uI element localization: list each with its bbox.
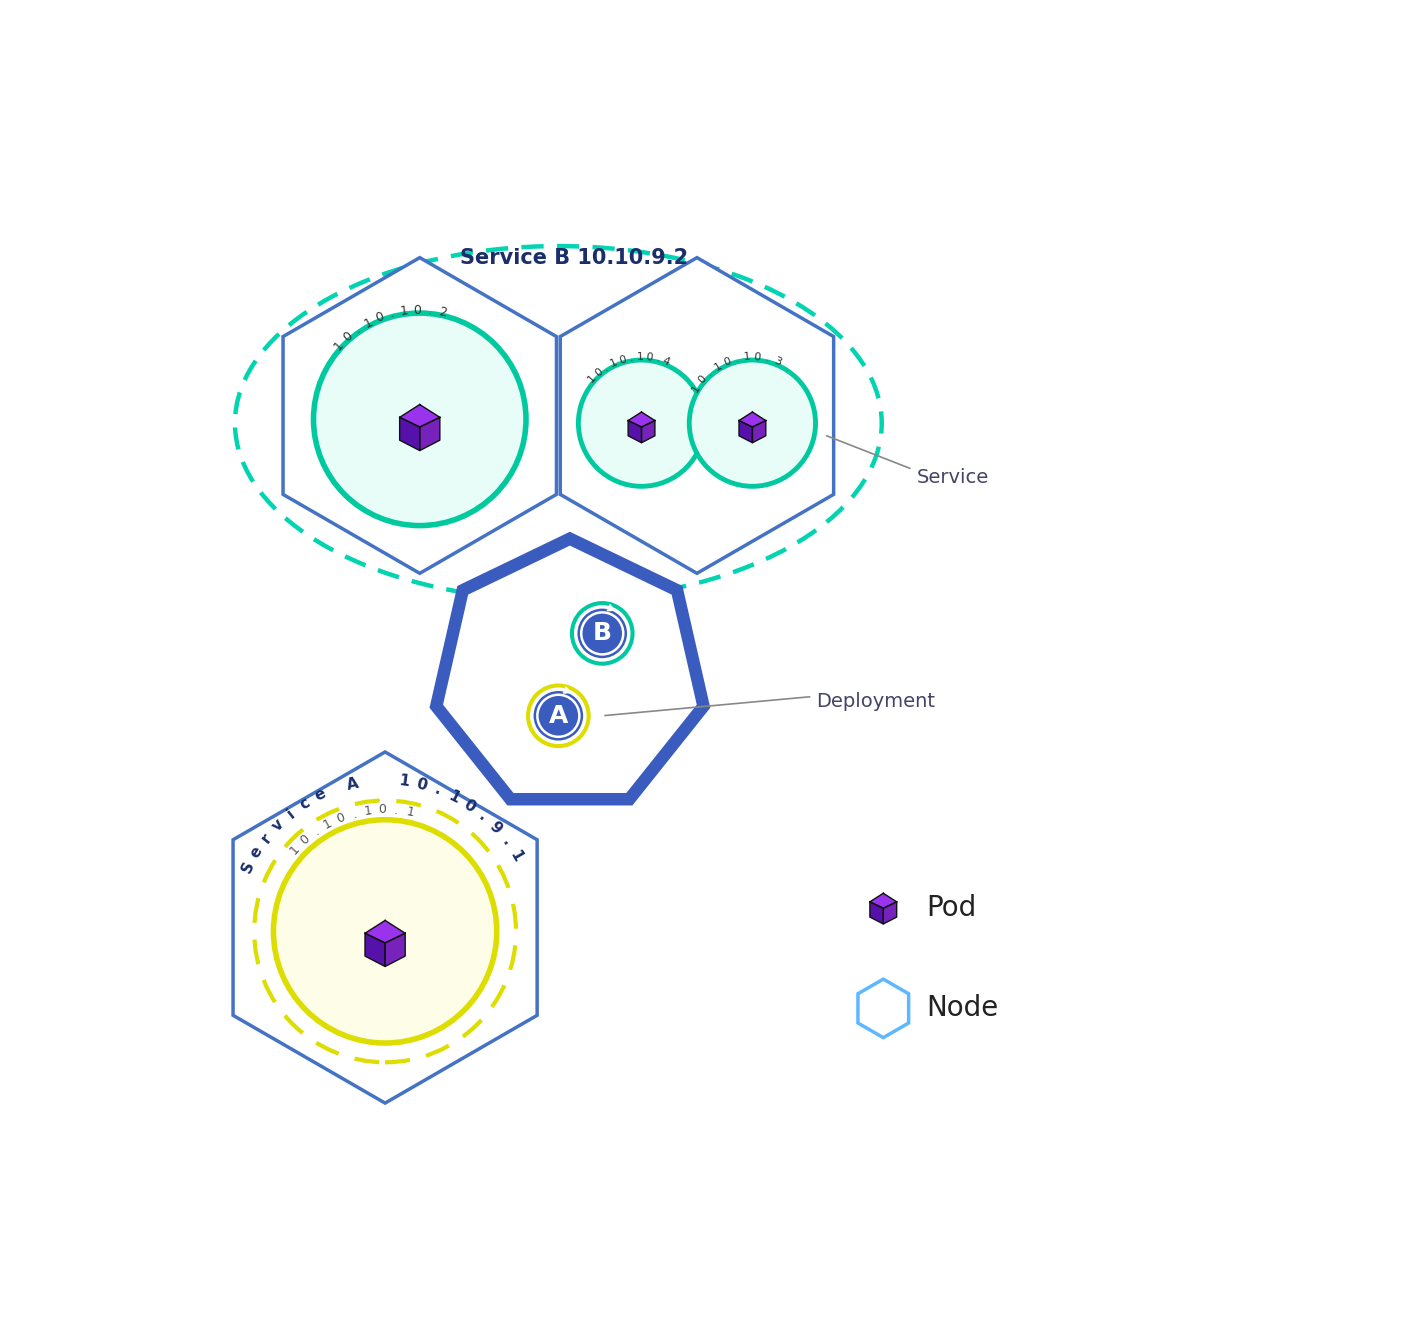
Text: 0: 0 (297, 832, 312, 847)
Text: .: . (393, 803, 399, 817)
Text: .: . (655, 354, 660, 364)
Text: B: B (592, 622, 612, 646)
Text: 0: 0 (415, 777, 429, 794)
Text: 4: 4 (662, 356, 672, 368)
Circle shape (314, 313, 525, 526)
Text: 1: 1 (321, 817, 335, 831)
Text: e: e (312, 786, 328, 805)
Text: 3: 3 (772, 356, 782, 368)
Text: 1: 1 (609, 357, 619, 369)
Polygon shape (561, 257, 834, 573)
Text: 0: 0 (460, 797, 477, 815)
Text: 1: 1 (287, 843, 302, 858)
Polygon shape (642, 421, 655, 442)
Circle shape (532, 689, 585, 742)
Polygon shape (399, 405, 440, 428)
Text: i: i (284, 806, 297, 821)
Text: 1: 1 (331, 338, 346, 353)
Text: A: A (548, 703, 568, 727)
Polygon shape (628, 421, 642, 442)
Text: .: . (389, 306, 396, 321)
Text: 1: 1 (743, 352, 751, 362)
Text: 0: 0 (645, 352, 653, 362)
Polygon shape (628, 412, 655, 428)
Text: .: . (498, 835, 514, 848)
Text: v: v (268, 817, 287, 834)
Text: Pod: Pod (926, 894, 977, 922)
Text: .: . (433, 782, 443, 798)
Text: .: . (602, 362, 611, 373)
Text: 0: 0 (341, 330, 355, 345)
Text: .: . (629, 353, 633, 364)
Text: Service: Service (916, 468, 988, 486)
Text: 0: 0 (618, 354, 628, 365)
Text: 1: 1 (586, 373, 598, 385)
Circle shape (569, 601, 635, 666)
Text: 1: 1 (405, 806, 416, 819)
Polygon shape (870, 894, 896, 908)
Text: 1: 1 (636, 352, 643, 362)
Polygon shape (870, 902, 883, 924)
Text: .: . (352, 322, 364, 336)
Text: .: . (704, 368, 714, 377)
Text: 0: 0 (721, 356, 733, 368)
Text: 0: 0 (335, 811, 346, 826)
Text: S: S (239, 859, 257, 875)
Text: 0: 0 (413, 304, 422, 317)
Text: 1: 1 (690, 382, 703, 394)
Polygon shape (385, 934, 405, 967)
Text: 1: 1 (398, 774, 410, 790)
Text: 0: 0 (373, 310, 386, 325)
Text: e: e (247, 844, 266, 860)
Polygon shape (283, 257, 557, 573)
Text: 1: 1 (399, 304, 409, 318)
Text: .: . (734, 353, 740, 364)
Polygon shape (399, 417, 420, 450)
Polygon shape (420, 417, 440, 450)
Polygon shape (233, 753, 537, 1103)
Circle shape (575, 607, 629, 659)
Text: 1: 1 (362, 316, 375, 330)
Text: Node: Node (926, 995, 998, 1023)
Text: .: . (427, 304, 433, 317)
Text: 0: 0 (592, 366, 605, 378)
Text: Deployment: Deployment (816, 693, 936, 711)
Polygon shape (365, 920, 405, 943)
Text: .: . (476, 809, 490, 823)
Text: c: c (297, 795, 312, 813)
Polygon shape (738, 421, 753, 442)
Polygon shape (738, 412, 765, 428)
Text: 1: 1 (446, 789, 462, 806)
Text: A: A (345, 775, 361, 793)
Circle shape (274, 819, 497, 1043)
Polygon shape (883, 902, 896, 924)
Text: .: . (351, 807, 358, 821)
Text: 1: 1 (507, 847, 525, 864)
Polygon shape (436, 538, 703, 799)
Polygon shape (365, 934, 385, 967)
Text: Service B 10.10.9.2: Service B 10.10.9.2 (460, 248, 687, 268)
Circle shape (525, 683, 591, 749)
Text: .: . (311, 825, 321, 838)
Circle shape (578, 360, 704, 486)
Text: 0: 0 (378, 803, 386, 817)
Circle shape (689, 360, 815, 486)
Text: 2: 2 (437, 305, 447, 320)
Text: 1: 1 (713, 361, 724, 373)
Polygon shape (858, 979, 909, 1038)
Text: 1: 1 (364, 805, 373, 818)
Text: 0: 0 (696, 374, 709, 386)
Text: .: . (764, 353, 770, 364)
Text: r: r (258, 831, 274, 846)
Text: 0: 0 (754, 352, 761, 362)
Polygon shape (753, 421, 765, 442)
Text: 9: 9 (486, 819, 504, 836)
